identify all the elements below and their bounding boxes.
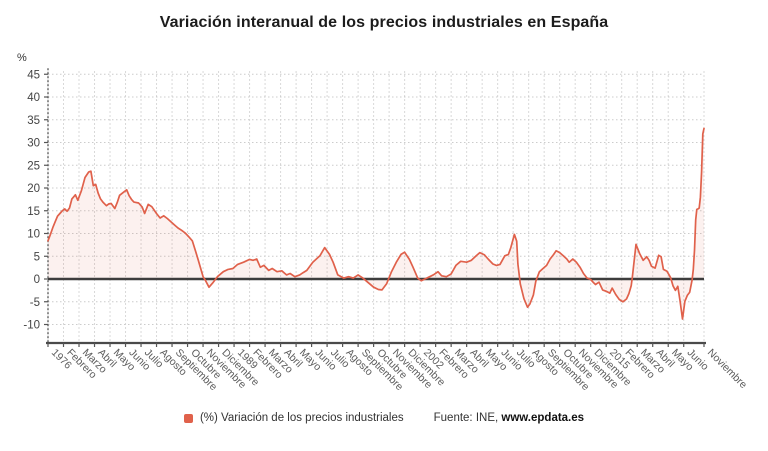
industrial-prices-area-chart: 454035302520151050-5-101976FebreroMarzoA… [23, 68, 749, 393]
y-tick-label: 10 [27, 229, 40, 241]
axes [44, 68, 706, 347]
y-tick-label: -10 [23, 320, 40, 332]
source-prefix: Fuente: INE, [433, 412, 499, 424]
y-axis-unit-label: % [17, 52, 27, 64]
y-tick-label: 15 [27, 206, 40, 218]
source-text: Fuente: INE, www.epdata.es [434, 412, 584, 424]
chart-title: Variación interanual de los precios indu… [159, 14, 609, 31]
x-tick-label: Noviembre [705, 347, 749, 391]
y-tick-label: 45 [27, 69, 40, 81]
legend-series-label: (%) Variación de los precios industriale… [199, 412, 404, 424]
y-tick-label: 20 [27, 183, 40, 195]
y-tick-label: -5 [30, 297, 40, 309]
y-tick-label: 30 [27, 138, 40, 150]
y-tick-label: 5 [34, 251, 40, 263]
y-tick-label: 35 [27, 115, 40, 127]
y-tick-label: 25 [27, 160, 40, 172]
y-tick-label: 0 [34, 274, 40, 286]
source-site: www.epdata.es [501, 412, 585, 424]
series-line [47, 127, 705, 320]
y-tick-label: 40 [27, 92, 40, 104]
legend: (%) Variación de los precios industriale… [0, 412, 768, 424]
legend-swatch [183, 413, 193, 423]
